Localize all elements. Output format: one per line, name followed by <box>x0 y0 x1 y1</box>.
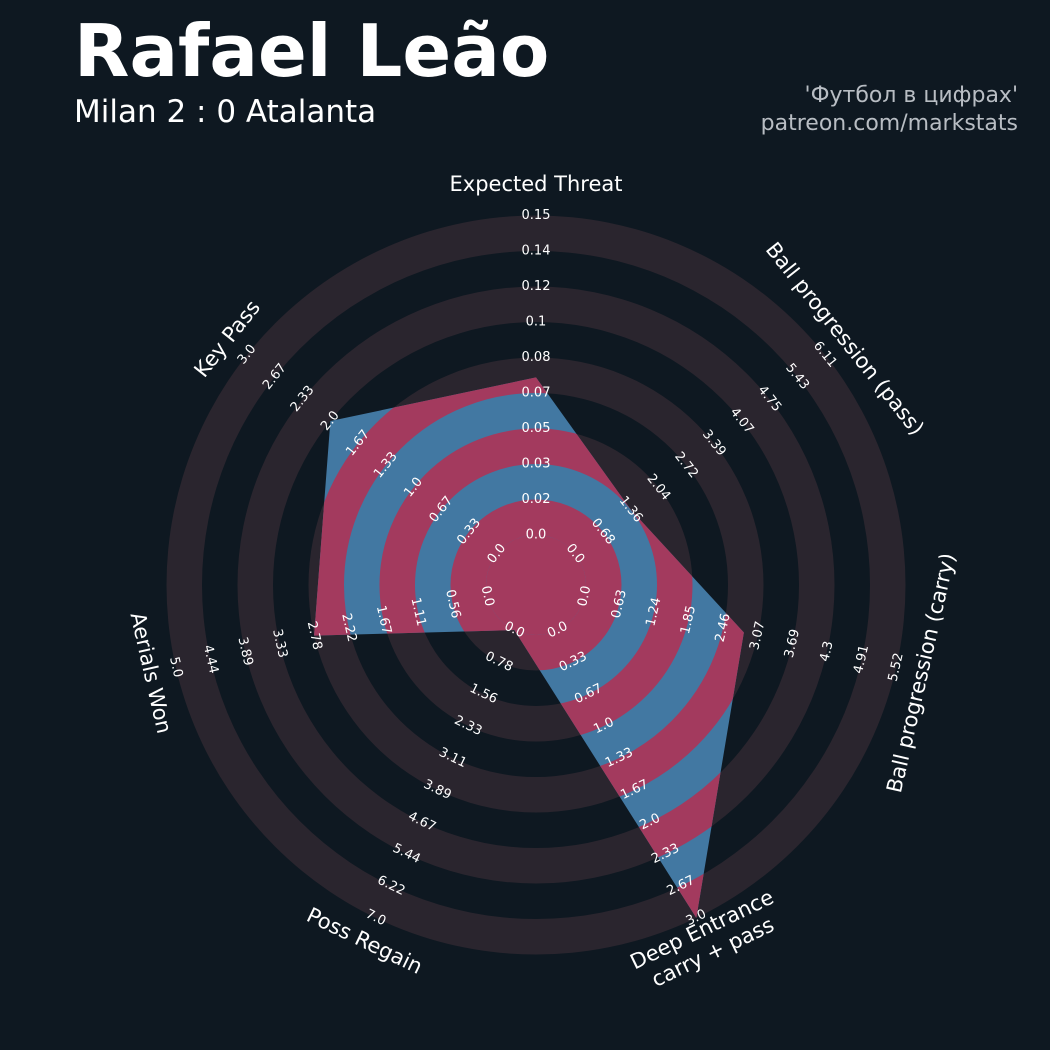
tick-label: 4.44 <box>200 644 221 676</box>
tick-label: 0.0 <box>478 584 497 608</box>
tick-label: 5.0 <box>166 655 185 679</box>
polygon-center-disc <box>486 535 586 635</box>
tick-label: 0.02 <box>522 492 551 507</box>
tick-label: 0.0 <box>575 584 594 608</box>
tick-label: 2.78 <box>304 620 325 652</box>
tick-label: 3.33 <box>269 628 290 660</box>
tick-label: 0.08 <box>522 350 551 365</box>
polygon-highlight-ring <box>450 499 622 671</box>
tick-label: 1.85 <box>678 604 699 636</box>
tick-label: 4.91 <box>851 644 872 676</box>
tick-label: 1.67 <box>373 604 394 636</box>
tick-label: 4.3 <box>817 640 836 664</box>
tick-label: 3.89 <box>234 636 255 668</box>
tick-label: 2.22 <box>338 612 359 644</box>
tick-label: 3.07 <box>747 620 768 652</box>
tick-label: 1.24 <box>643 596 664 628</box>
tick-label: 0.12 <box>522 279 551 294</box>
tick-label: 1.11 <box>408 596 429 628</box>
tick-label: 0.63 <box>609 588 630 620</box>
axis-label: Expected Threat <box>450 172 623 196</box>
tick-label: 0.05 <box>522 421 551 436</box>
player-name-title: Rafael Leão <box>74 9 550 93</box>
tick-label: 5.52 <box>886 651 907 683</box>
tick-label: 0.0 <box>526 528 547 543</box>
credits: 'Футбол в цифрах' patreon.com/markstats <box>761 82 1018 138</box>
tick-label: 0.07 <box>522 386 551 401</box>
tick-label: 2.46 <box>713 612 734 644</box>
tick-label: 0.15 <box>522 208 551 223</box>
tick-label: 0.1 <box>526 315 547 330</box>
tick-label: 3.69 <box>782 628 803 660</box>
credit-line-channel: 'Футбол в цифрах' <box>804 83 1018 108</box>
tick-label: 0.14 <box>522 244 551 259</box>
match-subtitle: Milan 2 : 0 Atalanta <box>74 94 377 130</box>
tick-label: 0.56 <box>442 588 463 620</box>
tick-label: 0.03 <box>522 457 551 472</box>
axis-label: Aerials Won <box>125 610 176 736</box>
credit-line-patreon: patreon.com/markstats <box>760 111 1018 136</box>
